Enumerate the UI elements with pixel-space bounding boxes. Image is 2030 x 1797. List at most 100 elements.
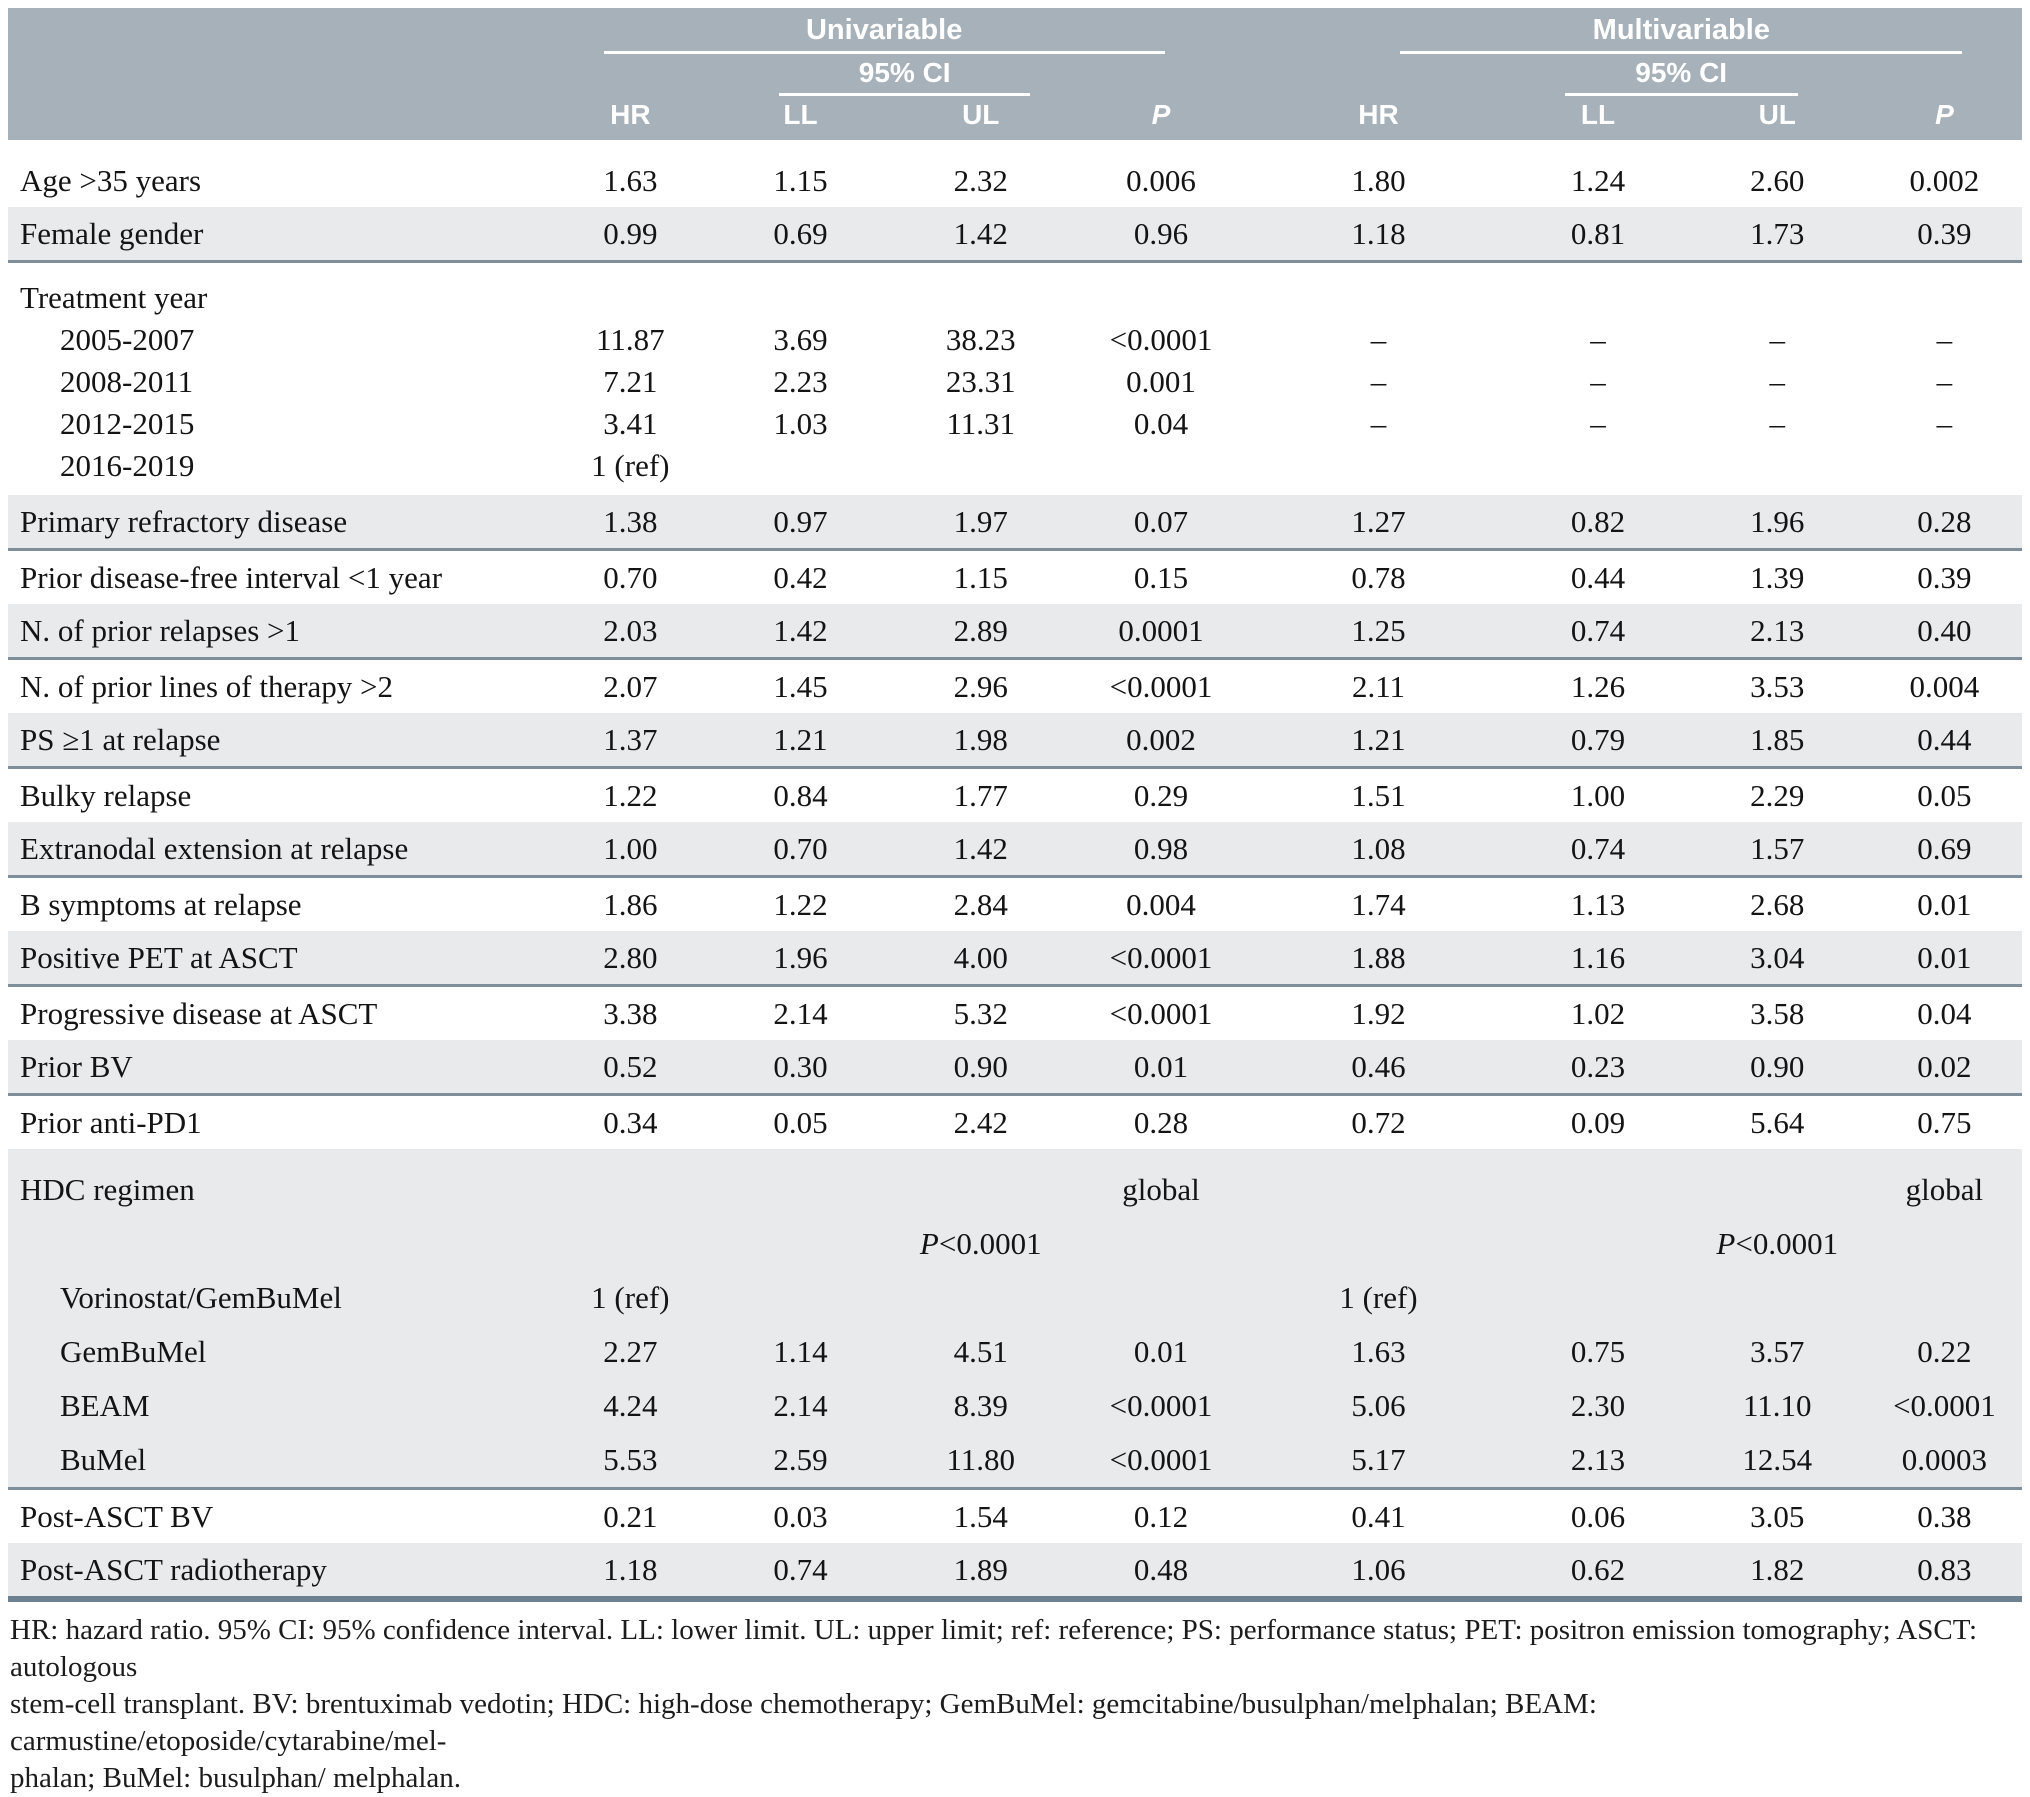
value-cell: – xyxy=(1590,364,1606,399)
value-cell: 2.03 xyxy=(547,604,713,660)
table-row: 2012-2015 3.41 1.03 11.31 0.04 – – – – xyxy=(8,403,2022,445)
value-cell: 0.39 xyxy=(1866,207,2022,263)
value-cell xyxy=(1249,445,1509,495)
value-cell: 0.004 xyxy=(1126,887,1196,922)
value-cell: 0.28 xyxy=(1133,1105,1189,1140)
value-cell: <0.0001 xyxy=(1073,1379,1249,1433)
value-cell: 0.74 xyxy=(1508,822,1688,878)
multivariable-hr-column-header: HR xyxy=(1248,96,1509,140)
value-cell: 1.18 xyxy=(547,1543,713,1602)
row-label: N. of prior relapses >1 xyxy=(8,604,548,660)
value-cell: 1.14 xyxy=(712,1325,889,1379)
value-cell: 0.29 xyxy=(1133,778,1189,813)
value-cell: 1.57 xyxy=(1687,822,1867,878)
value-cell: 7.21 xyxy=(603,364,658,399)
value-cell: 11.87 xyxy=(596,322,665,357)
table-header: Univariable Multivariable 95% CI xyxy=(8,8,2022,140)
row-label: 2012-2015 xyxy=(60,406,195,441)
table-row: Prior anti-PD1 0.34 0.05 2.42 0.28 0.72 0.09 5.… xyxy=(8,1095,2022,1150)
table-row: Primary refractory disease 1.38 0.97 1.97 0.… xyxy=(8,495,2022,551)
value-cell xyxy=(1248,1217,1509,1271)
value-cell: 1.63 xyxy=(1248,1325,1509,1379)
value-cell: 0.22 xyxy=(1866,1325,2022,1379)
value-cell: 0.48 xyxy=(1073,1543,1249,1602)
value-cell: 0.79 xyxy=(1508,713,1688,769)
value-cell: 1 (ref) xyxy=(591,448,670,483)
value-cell: 1.88 xyxy=(1248,931,1509,987)
value-cell xyxy=(1688,262,1867,320)
value-cell: 1.25 xyxy=(1248,604,1509,660)
table-row: Extranodal extension at relapse 1.00 0.70 1… xyxy=(8,822,2022,878)
value-cell: – xyxy=(1936,322,1953,357)
row-label: Vorinostat/GemBuMel xyxy=(8,1271,548,1325)
hazard-ratio-table: Univariable Multivariable 95% CI xyxy=(8,8,2022,1602)
value-cell xyxy=(1866,1217,2022,1271)
value-cell: 0.78 xyxy=(1351,560,1406,595)
value-cell xyxy=(547,1149,713,1217)
value-cell: 3.04 xyxy=(1687,931,1867,987)
table-row: P<0.0001 P<0.0001 xyxy=(8,1217,2022,1271)
header-spacer xyxy=(547,54,713,96)
value-cell: 1.16 xyxy=(1508,931,1688,987)
table-row: Positive PET at ASCT 2.80 1.96 4.00 <0.0001 1… xyxy=(8,931,2022,987)
row-label: Progressive disease at ASCT xyxy=(20,996,378,1031)
value-cell: 0.42 xyxy=(773,560,828,595)
value-cell: 1.37 xyxy=(547,713,713,769)
row-label: Positive PET at ASCT xyxy=(8,931,548,987)
value-cell: 0.002 xyxy=(1073,713,1249,769)
value-cell: 0.69 xyxy=(712,207,889,263)
value-cell: 0.82 xyxy=(1508,495,1688,551)
multivariable-ci-underline xyxy=(1564,93,1798,96)
value-cell: 4.51 xyxy=(888,1325,1074,1379)
value-cell: 0.01 xyxy=(1073,1040,1249,1096)
value-cell: 0.004 xyxy=(1909,669,1980,704)
table-row: 2016-2019 1 (ref) xyxy=(8,445,2022,495)
multivariable-ci-header: 95% CI xyxy=(1508,54,1867,96)
value-cell: 4.00 xyxy=(888,931,1074,987)
table-row: HDC regimen global global xyxy=(8,1149,2022,1217)
header-spacer xyxy=(1073,54,1249,96)
value-cell: 1.02 xyxy=(1570,996,1626,1031)
value-cell: 1.26 xyxy=(1570,669,1626,704)
value-cell: 1.00 xyxy=(547,822,713,878)
value-cell: 38.23 xyxy=(945,322,1016,357)
value-cell: 0.90 xyxy=(1687,1040,1867,1096)
univariable-underline xyxy=(603,51,1165,54)
value-cell: – xyxy=(1769,322,1785,357)
value-cell: 0.38 xyxy=(1917,1499,1972,1534)
value-cell: 0.02 xyxy=(1866,1040,2022,1096)
table-row: N. of prior lines of therapy >2 2.07 1.45 2… xyxy=(8,659,2022,714)
row-label: HDC regimen xyxy=(8,1149,548,1217)
value-cell: 2.29 xyxy=(1750,778,1805,813)
table-row: 2008-2011 7.21 2.23 23.31 0.001 – – – – xyxy=(8,361,2022,403)
value-cell xyxy=(712,1217,889,1271)
value-cell: 2.23 xyxy=(773,364,828,399)
value-cell: 1.92 xyxy=(1351,996,1406,1031)
value-cell: 1.73 xyxy=(1687,207,1867,263)
value-cell: 0.70 xyxy=(712,822,889,878)
value-cell: 1.22 xyxy=(603,778,658,813)
value-cell: 11.80 xyxy=(888,1433,1074,1490)
univariable-ul-column-header: UL xyxy=(888,96,1074,140)
value-cell: 11.10 xyxy=(1687,1379,1867,1433)
value-cell: – xyxy=(1370,406,1387,441)
header-spacer xyxy=(1248,54,1509,96)
value-cell: 0.46 xyxy=(1248,1040,1509,1096)
table-row: N. of prior relapses >1 2.03 1.42 2.89 0.000… xyxy=(8,604,2022,660)
value-cell: <0.0001 xyxy=(1866,1379,2022,1433)
value-cell: – xyxy=(1936,364,1953,399)
value-cell: 0.75 xyxy=(1917,1105,1972,1140)
value-cell: 2.14 xyxy=(773,996,828,1031)
header-spacer xyxy=(8,96,548,140)
univariable-ci-underline xyxy=(779,93,1031,96)
value-cell xyxy=(1866,1271,2022,1325)
value-cell: 1 (ref) xyxy=(547,1271,713,1325)
univariable-group-label: Univariable xyxy=(805,14,963,46)
table-row: BuMel 5.53 2.59 11.80 <0.0001 5.17 2.13 12.54 0.… xyxy=(8,1433,2022,1490)
value-cell: 0.01 xyxy=(1917,887,1972,922)
value-cell xyxy=(1073,1217,1249,1271)
value-cell: 2.30 xyxy=(1508,1379,1688,1433)
value-cell: 1.03 xyxy=(773,406,828,441)
value-cell xyxy=(888,445,1073,495)
table-row: Prior disease-free interval <1 year 0.70 0… xyxy=(8,550,2022,605)
